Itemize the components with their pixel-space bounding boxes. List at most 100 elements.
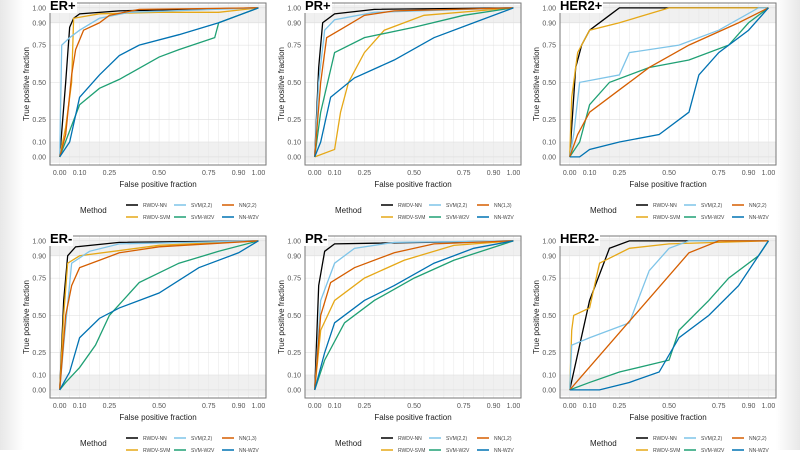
x-tick-label: 1.00: [507, 403, 521, 410]
x-tick-label: 0.25: [103, 403, 117, 410]
band-bottom: [560, 141, 776, 163]
roc-curve-svm-2-2-: [314, 7, 514, 157]
legend-label: SVM(2,2): [446, 203, 467, 209]
y-tick-label: 0.25: [542, 350, 556, 357]
y-tick-label: 0.25: [542, 117, 556, 124]
y-tick-label: 0.10: [287, 372, 301, 379]
panel-title: HER2+: [559, 0, 604, 13]
x-tick-label: 0.25: [613, 170, 627, 177]
y-tick-label: 1.00: [287, 5, 301, 12]
panel-title: PR-: [304, 231, 329, 246]
legend-label: NN(1,3): [239, 436, 257, 442]
x-tick-label: 0.75: [202, 170, 216, 177]
x-tick-label: 0.00: [563, 170, 577, 177]
roc-curve-nn-1-3-: [314, 7, 514, 157]
x-tick-label: 1.00: [762, 170, 776, 177]
roc-curve-rwdv-svm: [569, 7, 769, 157]
plot-border: [49, 235, 267, 399]
y-tick-label: 0.75: [542, 43, 556, 50]
x-tick-label: 0.10: [583, 170, 597, 177]
plot-border: [559, 235, 777, 399]
x-tick-label: 0.90: [487, 403, 501, 410]
x-axis-label: False positive fraction: [374, 180, 451, 189]
roc-curve-svm-2-2-: [569, 7, 769, 158]
roc-curve-svm-2-2-: [569, 240, 769, 390]
plot-border: [559, 2, 777, 166]
y-tick-label: 1.00: [287, 238, 301, 245]
x-tick-label: 0.25: [103, 170, 117, 177]
legend-label: SVM-W2V: [446, 448, 470, 454]
legend-label: SVM-W2V: [701, 448, 725, 454]
legend-label: NN-W2V: [749, 215, 769, 221]
y-tick-label: 0.50: [542, 80, 556, 87]
legend-label: NN-W2V: [494, 448, 514, 454]
plot-area: [305, 236, 521, 398]
panel-title: HER2-: [559, 231, 601, 246]
x-tick-label: 0.50: [152, 170, 166, 177]
legend-title: Method: [590, 439, 617, 448]
roc-curve-rwdv-svm: [314, 240, 514, 390]
legend-label: SVM-W2V: [191, 448, 215, 454]
y-tick-label: 0.10: [287, 139, 301, 146]
y-tick-label: 0.90: [32, 20, 46, 27]
roc-panel: PR+ 0.00 0.00 0.10 0.10 0.25 0.25 0.50 0.50 0.75 0…: [277, 0, 542, 225]
roc-curve-svm-w2v: [59, 240, 259, 391]
legend-label: NN(2,2): [749, 436, 767, 442]
legend-label: RWDV-SVM: [398, 448, 425, 454]
y-tick-label: 0.90: [287, 20, 301, 27]
y-tick-label: 0.10: [542, 372, 556, 379]
roc-curve-rwdv-nn: [314, 7, 514, 157]
legend-title: Method: [335, 439, 362, 448]
x-tick-label: 0.10: [73, 403, 87, 410]
y-tick-label: 0.00: [32, 387, 46, 394]
x-tick-label: 0.00: [308, 403, 322, 410]
y-tick-label: 0.50: [287, 313, 301, 320]
y-tick-label: 1.00: [32, 5, 46, 12]
y-tick-label: 0.25: [32, 350, 46, 357]
y-tick-label: 0.25: [287, 117, 301, 124]
legend-label: SVM(2,2): [191, 203, 212, 209]
legend-label: RWDV-NN: [653, 436, 677, 442]
y-axis-label: True positive fraction: [277, 47, 286, 121]
legend-label: SVM-W2V: [701, 215, 725, 221]
x-tick-label: 1.00: [762, 403, 776, 410]
y-tick-label: 0.10: [32, 372, 46, 379]
x-tick-label: 0.50: [662, 170, 676, 177]
roc-curve-nn-w2v: [569, 240, 769, 391]
roc-curve-nn-w2v: [59, 240, 259, 391]
x-tick-label: 0.00: [308, 170, 322, 177]
legend-label: NN-W2V: [239, 215, 259, 221]
panel-title: ER+: [49, 0, 77, 13]
roc-curve-nn-w2v: [314, 240, 514, 391]
legend-label: SVM(2,2): [701, 436, 722, 442]
roc-panel: HER2- 0.00 0.00 0.10 0.10 0.25 0.25 0.50 0.50 0.7…: [532, 231, 797, 458]
legend-label: SVM(2,2): [191, 436, 212, 442]
y-tick-label: 0.10: [542, 139, 556, 146]
roc-curve-rwdv-svm: [59, 240, 259, 390]
y-tick-label: 1.00: [542, 238, 556, 245]
legend-title: Method: [590, 206, 617, 215]
y-tick-label: 0.10: [32, 139, 46, 146]
x-axis-label: False positive fraction: [119, 413, 196, 422]
y-axis-label: True positive fraction: [22, 280, 31, 354]
x-tick-label: 0.25: [358, 403, 372, 410]
x-tick-label: 0.90: [487, 170, 501, 177]
roc-curve-nn-w2v: [314, 7, 514, 158]
x-tick-label: 0.50: [662, 403, 676, 410]
x-tick-label: 0.50: [407, 170, 421, 177]
x-tick-label: 0.10: [73, 170, 87, 177]
y-tick-label: 0.75: [542, 276, 556, 283]
legend-title: Method: [80, 439, 107, 448]
x-tick-label: 0.25: [358, 170, 372, 177]
y-tick-label: 0.90: [287, 253, 301, 260]
x-tick-label: 1.00: [252, 403, 266, 410]
band-bottom: [305, 374, 521, 396]
legend-label: SVM(2,2): [446, 436, 467, 442]
legend-label: RWDV-SVM: [653, 215, 680, 221]
y-tick-label: 0.75: [287, 276, 301, 283]
y-tick-label: 0.75: [32, 43, 46, 50]
y-tick-label: 0.75: [287, 43, 301, 50]
roc-curve-rwdv-nn: [569, 240, 769, 391]
x-tick-label: 0.75: [457, 170, 471, 177]
y-axis-label: True positive fraction: [277, 280, 286, 354]
